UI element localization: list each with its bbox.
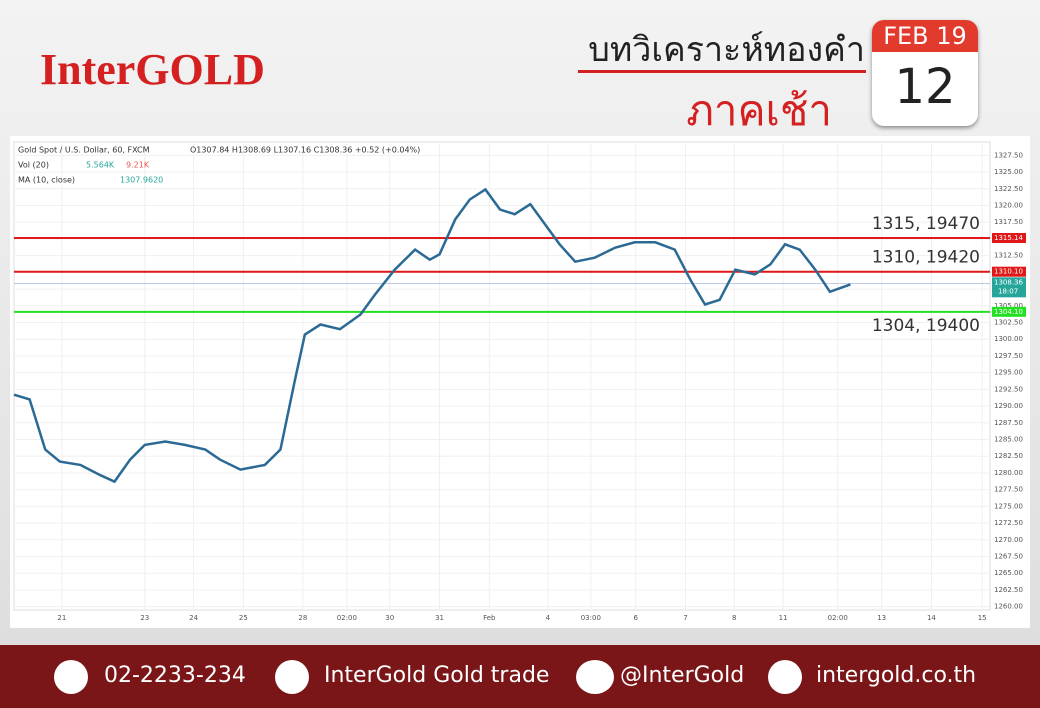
x-tick-label: 21 (57, 614, 66, 622)
x-tick-label: 25 (239, 614, 248, 622)
y-tick-label: 1295.00 (994, 369, 1023, 377)
legend-symbol: Gold Spot / U.S. Dollar, 60, FXCM (18, 146, 150, 155)
y-tick-label: 1325.00 (994, 168, 1023, 176)
y-tick-label: 1320.00 (994, 202, 1023, 210)
y-tick-label: 1317.50 (994, 218, 1023, 226)
footer: 02-2233-234 InterGold Gold trade @InterG… (0, 645, 1040, 708)
line-icon (576, 660, 614, 694)
x-tick-label: 6 (633, 614, 638, 622)
x-tick-label: 13 (877, 614, 886, 622)
line: @InterGold (620, 663, 745, 688)
plot-border (13, 141, 991, 611)
legend-vol-b: 9.21K (126, 161, 150, 170)
x-tick-label: 24 (189, 614, 198, 622)
y-tick-label: 1262.50 (994, 586, 1023, 594)
y-tick-label: 1302.50 (994, 319, 1023, 327)
y-tick-label: 1290.00 (994, 402, 1023, 410)
y-tick-label: 1322.50 (994, 185, 1023, 193)
web-icon (768, 660, 802, 694)
last-price-label: 1308.36 (994, 278, 1023, 286)
y-tick-label: 1327.50 (994, 151, 1023, 159)
x-tick-label: 02:00 (828, 614, 848, 622)
series-line (13, 187, 851, 484)
y-tick-label: 1297.50 (994, 352, 1023, 360)
level-label: 1315.14 (994, 234, 1023, 242)
y-tick-label: 1260.00 (994, 603, 1023, 611)
date-month: FEB 19 (872, 20, 978, 52)
legend-ohlc: O1307.84 H1308.69 L1307.16 C1308.36 +0.5… (190, 146, 420, 155)
x-tick-label: 15 (978, 614, 987, 622)
level-label: 1304.10 (994, 308, 1023, 316)
y-tick-label: 1267.50 (994, 553, 1023, 561)
x-tick-label: 14 (927, 614, 936, 622)
y-tick-label: 1280.00 (994, 469, 1023, 477)
level-tag (992, 306, 1026, 317)
y-tick-label: 1265.00 (994, 569, 1023, 577)
brand: InterGOLD (40, 45, 265, 94)
y-tick-label: 1305.00 (994, 302, 1023, 310)
y-tick-label: 1275.00 (994, 502, 1023, 510)
y-tick-label: 1272.50 (994, 519, 1023, 527)
x-tick-label: 23 (140, 614, 149, 622)
x-tick-label: 8 (732, 614, 736, 622)
x-tick-label: 7 (683, 614, 687, 622)
x-tick-label: 11 (779, 614, 788, 622)
date-day: 12 (894, 59, 956, 115)
y-tick-label: 1270.00 (994, 536, 1023, 544)
y-tick-label: 1312.50 (994, 252, 1023, 260)
facebook: InterGold Gold trade (324, 663, 550, 688)
y-tick-label: 1285.00 (994, 436, 1023, 444)
level-annotation: 1304, 19400 (872, 316, 980, 336)
legend-ma-value: 1307.9620 (120, 176, 163, 185)
x-tick-label: 31 (435, 614, 444, 622)
legend-vol-a: 5.564K (86, 161, 115, 170)
web: intergold.co.th (816, 663, 977, 688)
calendar: FEB 19 12 (872, 20, 978, 126)
y-tick-label: 1287.50 (994, 419, 1023, 427)
level-annotation: 1310, 19420 (872, 248, 980, 268)
title: บทวิเคราะห์ทองคำ (588, 30, 865, 70)
legend-vol: Vol (20) (18, 161, 49, 170)
level-tag (992, 233, 1026, 244)
y-tick-label: 1300.00 (994, 335, 1023, 343)
level-annotation: 1315, 19470 (872, 214, 980, 234)
legend-ma: MA (10, close) (18, 176, 75, 185)
x-tick-label: 30 (385, 614, 394, 622)
title-underline (578, 70, 866, 73)
last-price-time: 18:07 (998, 287, 1018, 295)
level-tag (992, 266, 1026, 277)
y-tick-label: 1292.50 (994, 385, 1023, 393)
y-tick-label: 1277.50 (994, 486, 1023, 494)
facebook-icon (275, 660, 309, 694)
x-tick-label: 03:00 (581, 614, 601, 622)
last-price-tag (992, 277, 1026, 298)
y-tick-label: 1282.50 (994, 452, 1023, 460)
x-tick-label: 4 (546, 614, 551, 622)
phone-icon (54, 660, 88, 694)
phone: 02-2233-234 (104, 663, 246, 688)
x-tick-label: 28 (298, 614, 307, 622)
x-tick-label: Feb (483, 614, 496, 622)
subtitle: ภาคเช้า (686, 86, 832, 135)
x-tick-label: 02:00 (337, 614, 357, 622)
chart: 1260.00 1262.50 1265.00 1267.50 1270.00 1272.… (10, 136, 1030, 628)
level-label: 1310.10 (994, 268, 1023, 276)
